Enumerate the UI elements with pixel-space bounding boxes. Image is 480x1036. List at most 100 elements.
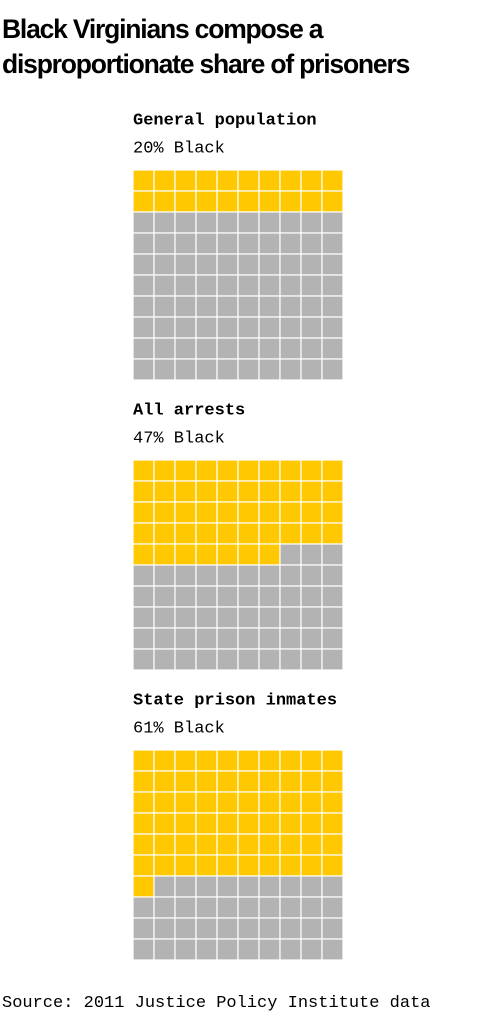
filled-cell	[237, 791, 260, 814]
empty-cell	[153, 211, 176, 234]
filled-cell	[258, 501, 281, 524]
filled-cell	[258, 812, 281, 835]
filled-cell	[174, 833, 197, 856]
source-note: Source: 2011 Justice Policy Institute da…	[2, 994, 431, 1013]
filled-cell	[258, 543, 281, 566]
filled-cell	[132, 522, 155, 545]
filled-cell	[216, 749, 239, 772]
empty-cell	[237, 875, 260, 898]
empty-cell	[237, 627, 260, 650]
empty-cell	[132, 337, 155, 360]
filled-cell	[132, 169, 155, 192]
empty-cell	[216, 875, 239, 898]
filled-cell	[174, 812, 197, 835]
empty-cell	[132, 585, 155, 608]
filled-cell	[216, 480, 239, 503]
filled-cell	[279, 190, 302, 213]
empty-cell	[321, 938, 344, 961]
empty-cell	[237, 253, 260, 276]
filled-cell	[300, 812, 323, 835]
filled-cell	[195, 812, 218, 835]
filled-cell	[195, 501, 218, 524]
empty-cell	[258, 211, 281, 234]
filled-cell	[258, 749, 281, 772]
filled-cell	[237, 190, 260, 213]
filled-cell	[279, 833, 302, 856]
empty-cell	[174, 896, 197, 919]
filled-cell	[279, 459, 302, 482]
filled-cell	[195, 522, 218, 545]
empty-cell	[174, 232, 197, 255]
filled-cell	[237, 522, 260, 545]
filled-cell	[237, 459, 260, 482]
empty-cell	[174, 585, 197, 608]
empty-cell	[300, 316, 323, 339]
empty-cell	[153, 585, 176, 608]
filled-cell	[237, 833, 260, 856]
filled-cell	[216, 522, 239, 545]
empty-cell	[153, 358, 176, 381]
filled-cell	[300, 833, 323, 856]
filled-cell	[195, 190, 218, 213]
empty-cell	[258, 253, 281, 276]
empty-cell	[195, 585, 218, 608]
empty-cell	[279, 938, 302, 961]
empty-cell	[132, 295, 155, 318]
filled-cell	[258, 854, 281, 877]
filled-cell	[174, 749, 197, 772]
empty-cell	[237, 564, 260, 587]
empty-cell	[279, 274, 302, 297]
filled-cell	[195, 770, 218, 793]
empty-cell	[237, 232, 260, 255]
filled-cell	[279, 501, 302, 524]
filled-cell	[216, 854, 239, 877]
empty-cell	[237, 316, 260, 339]
empty-cell	[195, 896, 218, 919]
empty-cell	[258, 627, 281, 650]
filled-cell	[321, 501, 344, 524]
filled-cell	[258, 459, 281, 482]
empty-cell	[300, 648, 323, 671]
empty-cell	[258, 295, 281, 318]
empty-cell	[321, 543, 344, 566]
filled-cell	[216, 791, 239, 814]
empty-cell	[300, 938, 323, 961]
filled-cell	[153, 501, 176, 524]
empty-cell	[195, 337, 218, 360]
empty-cell	[300, 543, 323, 566]
empty-cell	[321, 917, 344, 940]
empty-cell	[279, 896, 302, 919]
filled-cell	[216, 770, 239, 793]
empty-cell	[195, 627, 218, 650]
empty-cell	[216, 337, 239, 360]
filled-cell	[132, 854, 155, 877]
filled-cell	[300, 501, 323, 524]
empty-cell	[132, 358, 155, 381]
empty-cell	[174, 875, 197, 898]
filled-cell	[195, 459, 218, 482]
empty-cell	[132, 253, 155, 276]
empty-cell	[237, 917, 260, 940]
empty-cell	[174, 938, 197, 961]
filled-cell	[195, 854, 218, 877]
empty-cell	[300, 295, 323, 318]
empty-cell	[321, 875, 344, 898]
empty-cell	[153, 875, 176, 898]
filled-cell	[258, 480, 281, 503]
filled-cell	[258, 522, 281, 545]
empty-cell	[237, 606, 260, 629]
empty-cell	[279, 648, 302, 671]
empty-cell	[132, 648, 155, 671]
empty-cell	[237, 896, 260, 919]
filled-cell	[321, 812, 344, 835]
waffle-grid	[132, 459, 344, 671]
empty-cell	[153, 295, 176, 318]
filled-cell	[153, 169, 176, 192]
empty-cell	[216, 585, 239, 608]
empty-cell	[153, 938, 176, 961]
empty-cell	[321, 316, 344, 339]
empty-cell	[174, 648, 197, 671]
filled-cell	[216, 501, 239, 524]
empty-cell	[258, 564, 281, 587]
filled-cell	[279, 480, 302, 503]
